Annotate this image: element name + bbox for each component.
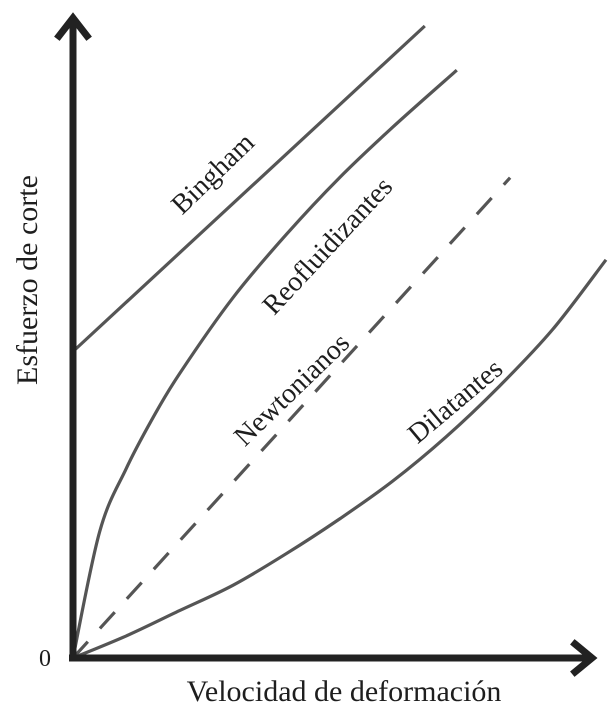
y-axis-arrow-icon: [54, 12, 92, 41]
series-line-dilatantes: [72, 258, 608, 660]
origin-tick-label: 0: [39, 646, 51, 672]
series-label-bingham: Bingham: [165, 127, 261, 221]
x-axis-title: Velocidad de deformación: [187, 675, 502, 708]
x-axis-arrow-icon: [570, 639, 598, 677]
series-label-newtonianos: Newtonianos: [228, 327, 356, 452]
series-line-newtonianos: [71, 176, 512, 660]
series-group: [71, 24, 608, 660]
y-axis-title: Esfuerzo de corte: [11, 175, 44, 385]
series-line-bingham: [71, 24, 426, 353]
series-label-dilatantes: Dilatantes: [402, 353, 509, 450]
series-line-reofluidizantes: [71, 69, 458, 659]
